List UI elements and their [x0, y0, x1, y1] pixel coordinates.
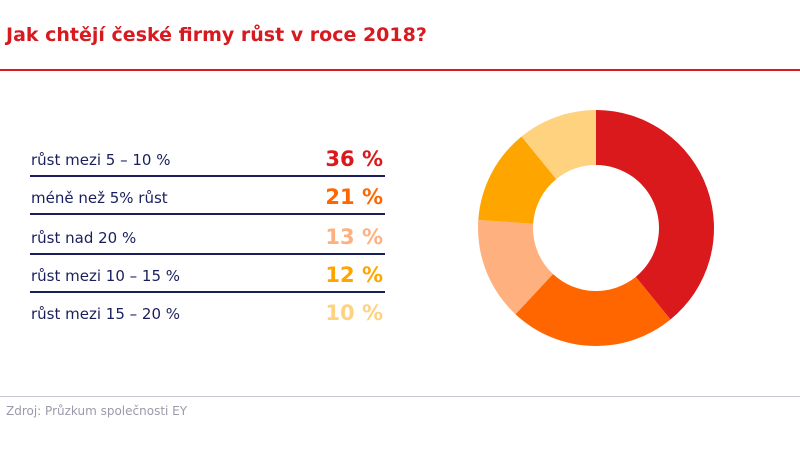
data-label: 12 % — [325, 263, 383, 287]
donut-chart — [478, 110, 714, 346]
data-label: 13 % — [325, 225, 383, 249]
donut-slice — [478, 219, 553, 315]
donut-slice — [521, 110, 596, 180]
row-divider — [30, 253, 385, 255]
title-divider — [0, 69, 800, 71]
row-divider — [30, 291, 385, 293]
legend-row: růst nad 20 % 13 % — [30, 215, 385, 255]
data-label: 36 % — [325, 147, 383, 171]
legend-label: růst mezi 15 – 20 % — [31, 305, 181, 323]
data-label: 10 % — [325, 301, 383, 325]
legend-label: růst nad 20 % — [31, 229, 137, 247]
footer-divider — [0, 396, 800, 397]
donut-slice — [515, 274, 671, 346]
legend-row: růst mezi 15 – 20 % 10 % — [30, 291, 385, 329]
legend-label: růst mezi 5 – 10 % — [31, 151, 171, 169]
row-divider — [30, 213, 385, 215]
legend-label: růst mezi 10 – 15 % — [31, 267, 181, 285]
legend-row: méně než 5% růst 21 % — [30, 175, 385, 215]
row-divider — [30, 175, 385, 177]
legend-row: růst mezi 10 – 15 % 12 % — [30, 253, 385, 293]
chart-title: Jak chtějí české firmy růst v roce 2018? — [6, 24, 427, 46]
donut-slice — [596, 110, 714, 320]
legend-row: růst mezi 5 – 10 % 36 % — [30, 137, 385, 177]
legend-label: méně než 5% růst — [31, 189, 168, 207]
data-label: 21 % — [325, 185, 383, 209]
donut-slice — [478, 136, 557, 224]
source-note: Zdroj: Průzkum společnosti EY — [6, 404, 188, 418]
